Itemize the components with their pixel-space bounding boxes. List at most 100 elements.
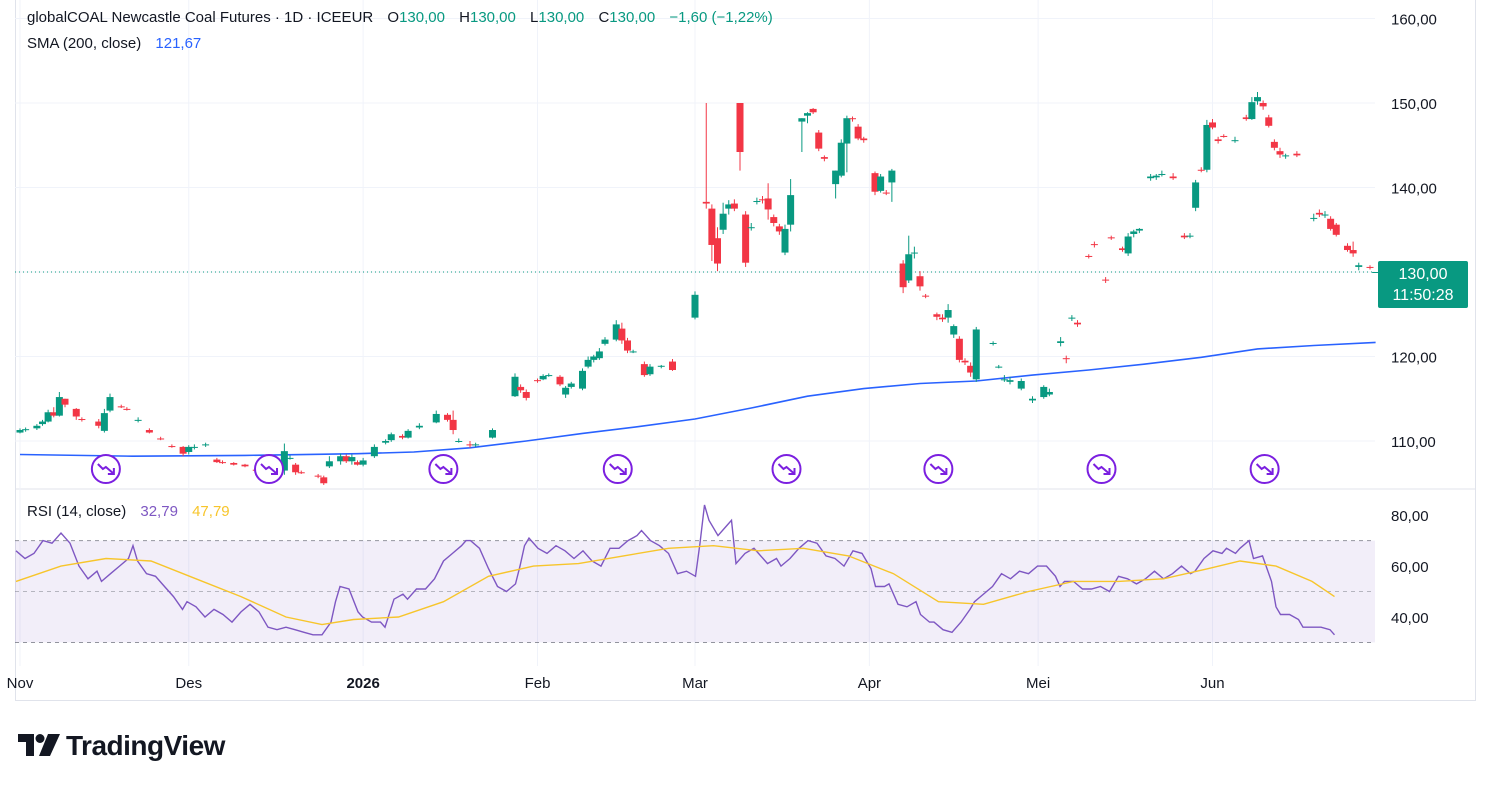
candle	[190, 444, 198, 450]
candle-body	[280, 451, 288, 471]
candle-body	[1158, 173, 1166, 175]
candle-body	[292, 464, 300, 473]
dividend-event-icon[interactable]	[602, 454, 633, 484]
candle	[612, 320, 620, 342]
candle	[719, 202, 727, 234]
candle-body	[134, 419, 142, 421]
event-circle	[923, 454, 954, 484]
candle-body	[1197, 169, 1205, 171]
candle-body	[849, 118, 856, 120]
candle-body	[669, 361, 676, 371]
event-circle	[771, 454, 802, 484]
candle-body	[466, 444, 474, 446]
candle-body	[989, 342, 997, 344]
candle	[567, 381, 575, 389]
candle	[899, 260, 907, 294]
candle	[1220, 134, 1228, 138]
candle-body	[995, 366, 1003, 368]
candle-body	[702, 201, 710, 204]
candle	[320, 475, 328, 485]
event-arrow	[1255, 463, 1273, 474]
candle-body	[95, 421, 103, 426]
event-circle	[254, 454, 284, 484]
candle	[466, 441, 474, 448]
candle	[241, 463, 249, 468]
event-arrow	[260, 463, 277, 474]
candles[interactable]	[16, 92, 1380, 485]
candle	[534, 378, 541, 383]
dividend-event-icon[interactable]	[90, 454, 121, 484]
event-arrow-head	[271, 468, 278, 475]
candle	[50, 407, 58, 418]
rsi-band	[15, 540, 1375, 643]
candle-body	[1310, 217, 1318, 219]
candle	[280, 443, 288, 475]
open-label: O	[387, 9, 400, 26]
change-value: −1,60 (−1,22%)	[669, 9, 773, 26]
candle-body	[168, 446, 176, 448]
candle-body	[1062, 358, 1070, 360]
candle-body	[691, 294, 699, 318]
dividend-event-icon[interactable]	[1086, 454, 1117, 484]
dividend-event-icon[interactable]	[771, 454, 802, 484]
candle-body	[787, 195, 795, 225]
event-arrow-head	[1266, 468, 1274, 475]
candle-body	[590, 356, 598, 360]
candle-body	[595, 351, 603, 359]
candle	[1242, 114, 1250, 121]
rsi-ma-value: 47,79	[192, 503, 230, 520]
candle	[168, 444, 176, 448]
candle	[618, 322, 626, 344]
rsi-value: 32,79	[140, 503, 178, 520]
candle-body	[759, 199, 766, 201]
symbol-title[interactable]: globalCOAL Newcastle Coal Futures · 1D ·…	[27, 9, 374, 26]
candle	[837, 139, 845, 178]
candle-body	[472, 444, 480, 446]
candle	[1366, 265, 1374, 270]
candle-body	[1006, 380, 1014, 382]
rsi-legend[interactable]: RSI (14, close) 32,79 47,79	[27, 503, 230, 520]
candle-body	[202, 444, 210, 446]
event-arrow-head	[107, 468, 115, 475]
candle	[342, 454, 350, 463]
candle-body	[399, 435, 406, 438]
candle-body	[967, 365, 975, 373]
candle-body	[820, 157, 828, 159]
rsi-line	[15, 504, 1336, 636]
time-tick-label: Nov	[7, 675, 34, 692]
time-tick-label: 2026	[346, 675, 379, 692]
dividend-event-icon[interactable]	[254, 454, 284, 484]
sma-legend[interactable]: SMA (200, close) 121,67	[27, 35, 201, 52]
candle-body	[815, 132, 823, 149]
candle	[1152, 173, 1160, 180]
candle-body	[1135, 228, 1143, 231]
candle-body	[1119, 248, 1126, 251]
candle	[44, 409, 52, 423]
event-arrow	[1092, 463, 1110, 474]
candle	[382, 439, 390, 445]
price-tick-label: 110,00	[1391, 434, 1436, 451]
candle-body	[185, 446, 193, 452]
candle-body	[72, 408, 80, 417]
dividend-event-icon[interactable]	[1249, 454, 1280, 484]
tradingview-logo[interactable]: TradingView	[18, 730, 225, 762]
candle	[601, 337, 609, 346]
candle	[404, 429, 412, 439]
candle	[22, 427, 30, 432]
candle-body	[1107, 237, 1115, 239]
candle-body	[489, 430, 496, 438]
price-tick-label: 120,00	[1391, 350, 1437, 367]
candle-body	[742, 214, 750, 263]
dividend-event-icon[interactable]	[428, 454, 459, 484]
candle-body	[933, 314, 941, 317]
candle-body	[775, 226, 783, 232]
candle-body	[860, 138, 868, 141]
candle	[55, 391, 63, 417]
candle	[955, 336, 963, 363]
candle	[781, 224, 789, 256]
event-markers[interactable]	[90, 454, 1280, 484]
candle	[472, 442, 480, 447]
dividend-event-icon[interactable]	[923, 454, 954, 484]
candle	[798, 118, 806, 153]
